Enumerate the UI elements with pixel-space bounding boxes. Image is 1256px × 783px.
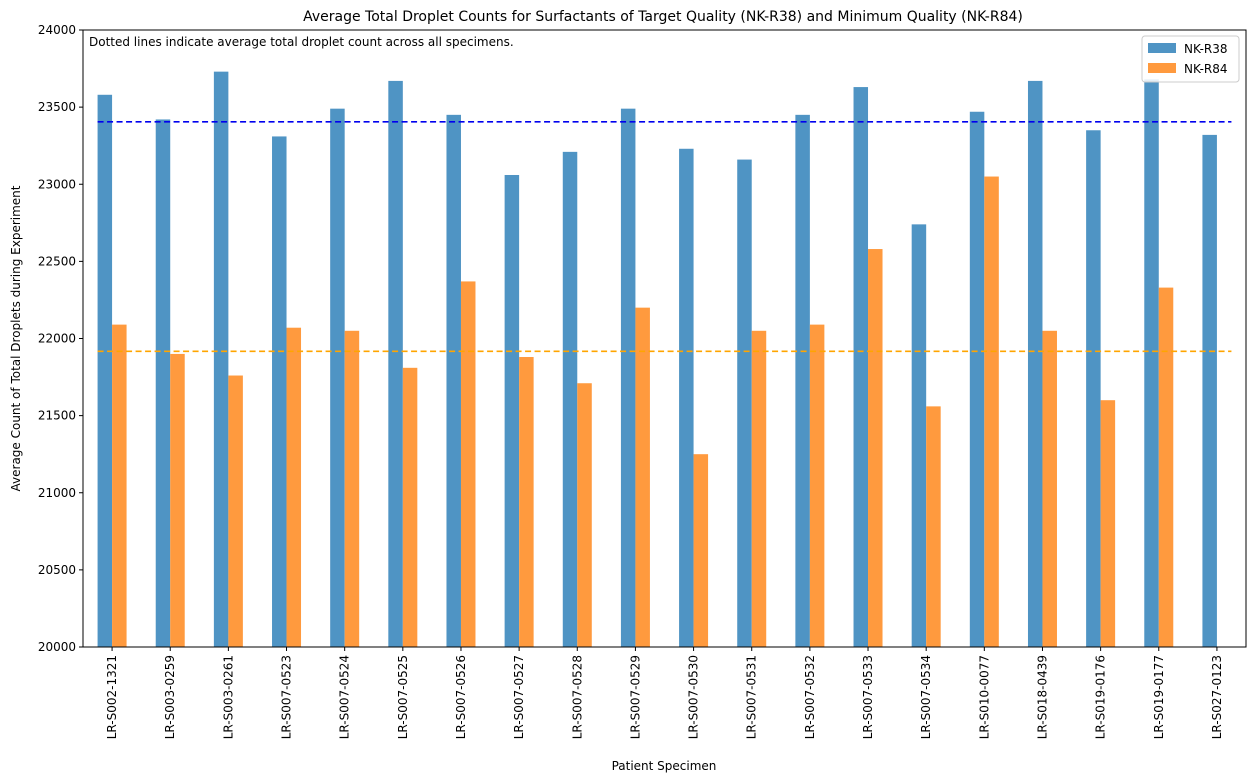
bar-nk-r38-lr-s019-0177 — [1144, 79, 1159, 648]
y-axis-label: Average Count of Total Droplets during E… — [9, 185, 23, 491]
bar-nk-r84-lr-s007-0526 — [460, 281, 476, 647]
x-tick-label: LR-S007-0534 — [919, 655, 933, 739]
x-tick-label: LR-S007-0523 — [280, 655, 294, 739]
bar-nk-r38-lr-s007-0531 — [737, 159, 752, 647]
x-tick-label: LR-S007-0526 — [454, 655, 468, 739]
bar-nk-r84-lr-s007-0533 — [868, 249, 883, 647]
bar-nk-r38-lr-s007-0532 — [795, 114, 810, 647]
bar-nk-r38-lr-s007-0526 — [446, 114, 461, 647]
bar-nk-r84-lr-s003-0261 — [228, 375, 243, 647]
bar-nk-r38-lr-s007-0523 — [272, 136, 287, 647]
bar-nk-r84-lr-s007-0528 — [577, 383, 592, 647]
y-tick-label: 22000 — [38, 332, 76, 346]
bar-nk-r38-lr-s010-0077 — [969, 111, 985, 647]
legend-swatch-nk-r38 — [1148, 43, 1176, 53]
bar-nk-r84-lr-s007-0532 — [809, 324, 825, 647]
x-tick-label: LR-S007-0524 — [338, 655, 352, 739]
y-tick-label: 23000 — [38, 177, 76, 191]
bar-nk-r84-lr-s007-0527 — [519, 357, 534, 647]
bar-nk-r38-lr-s002-1321 — [97, 94, 113, 647]
plot-area — [97, 71, 1232, 648]
legend-swatch-nk-r84 — [1148, 63, 1176, 73]
x-tick-label: LR-S007-0532 — [803, 655, 817, 739]
bar-nk-r38-lr-s007-0529 — [620, 108, 636, 648]
bar-nk-r38-lr-s003-0261 — [213, 71, 229, 647]
bar-nk-r38-lr-s027-0123 — [1202, 134, 1217, 647]
bar-nk-r84-lr-s007-0529 — [635, 307, 650, 647]
bar-nk-r38-lr-s007-0534 — [911, 224, 927, 648]
x-axis-label: Patient Specimen — [612, 759, 717, 773]
y-tick-label: 24000 — [38, 23, 76, 37]
bar-nk-r38-lr-s007-0533 — [853, 87, 869, 647]
x-tick-label: LR-S007-0531 — [745, 655, 759, 739]
bar-nk-r38-lr-s007-0528 — [562, 151, 578, 648]
bar-nk-r84-lr-s002-1321 — [112, 324, 127, 647]
bar-nk-r84-lr-s007-0531 — [751, 330, 767, 647]
bar-nk-r38-lr-s007-0530 — [679, 148, 694, 647]
bar-nk-r38-lr-s007-0527 — [504, 174, 520, 647]
bar-nk-r84-lr-s019-0176 — [1100, 400, 1116, 647]
x-tick-label: LR-S007-0525 — [396, 655, 410, 739]
x-tick-label: LR-S010-0077 — [977, 655, 991, 739]
bar-nk-r84-lr-s018-0439 — [1042, 330, 1057, 647]
x-tick-label: LR-S007-0533 — [861, 655, 875, 739]
x-tick-label: LR-S019-0177 — [1152, 655, 1166, 739]
x-tick-label: LR-S007-0530 — [687, 655, 701, 739]
x-tick-label: LR-S018-0439 — [1035, 655, 1049, 739]
x-tick-label: LR-S003-0259 — [163, 655, 177, 739]
legend-label-nk-r38: NK-R38 — [1184, 42, 1228, 56]
y-tick-label: 23500 — [38, 100, 76, 114]
y-tick-label: 21500 — [38, 409, 76, 423]
x-tick-label: LR-S007-0528 — [570, 655, 584, 739]
legend-label-nk-r84: NK-R84 — [1184, 62, 1228, 76]
x-tick-label: LR-S007-0527 — [512, 655, 526, 739]
chart-title: Average Total Droplet Counts for Surfact… — [303, 9, 1023, 25]
chart-annotation: Dotted lines indicate average total drop… — [89, 35, 514, 49]
bar-nk-r38-lr-s007-0524 — [330, 108, 345, 648]
bar-nk-r84-lr-s007-0534 — [926, 406, 941, 647]
bar-nk-r84-lr-s019-0177 — [1158, 287, 1174, 647]
x-tick-label: LR-S007-0529 — [628, 655, 642, 739]
y-tick-label: 20500 — [38, 563, 76, 577]
x-tick-label: LR-S027-0123 — [1210, 655, 1224, 739]
bar-nk-r38-lr-s003-0259 — [155, 119, 171, 648]
bar-nk-r38-lr-s019-0176 — [1086, 130, 1101, 647]
y-tick-label: 20000 — [38, 640, 76, 654]
bar-nk-r84-lr-s010-0077 — [984, 176, 999, 647]
bar-nk-r84-lr-s007-0525 — [402, 367, 418, 647]
bar-nk-r84-lr-s007-0523 — [286, 327, 302, 647]
x-tick-label: LR-S002-1321 — [105, 655, 119, 739]
bar-nk-r84-lr-s003-0259 — [170, 353, 185, 647]
y-tick-label: 21000 — [38, 486, 76, 500]
bar-nk-r84-lr-s007-0524 — [344, 330, 360, 647]
bar-nk-r38-lr-s018-0439 — [1027, 80, 1043, 648]
x-tick-label: LR-S003-0261 — [221, 655, 235, 739]
x-tick-label: LR-S019-0176 — [1094, 655, 1108, 739]
y-tick-label: 22500 — [38, 254, 76, 268]
bar-nk-r38-lr-s007-0525 — [388, 80, 403, 648]
legend: NK-R38 NK-R84 — [1141, 35, 1240, 83]
bar-nk-r84-lr-s007-0530 — [693, 454, 709, 647]
